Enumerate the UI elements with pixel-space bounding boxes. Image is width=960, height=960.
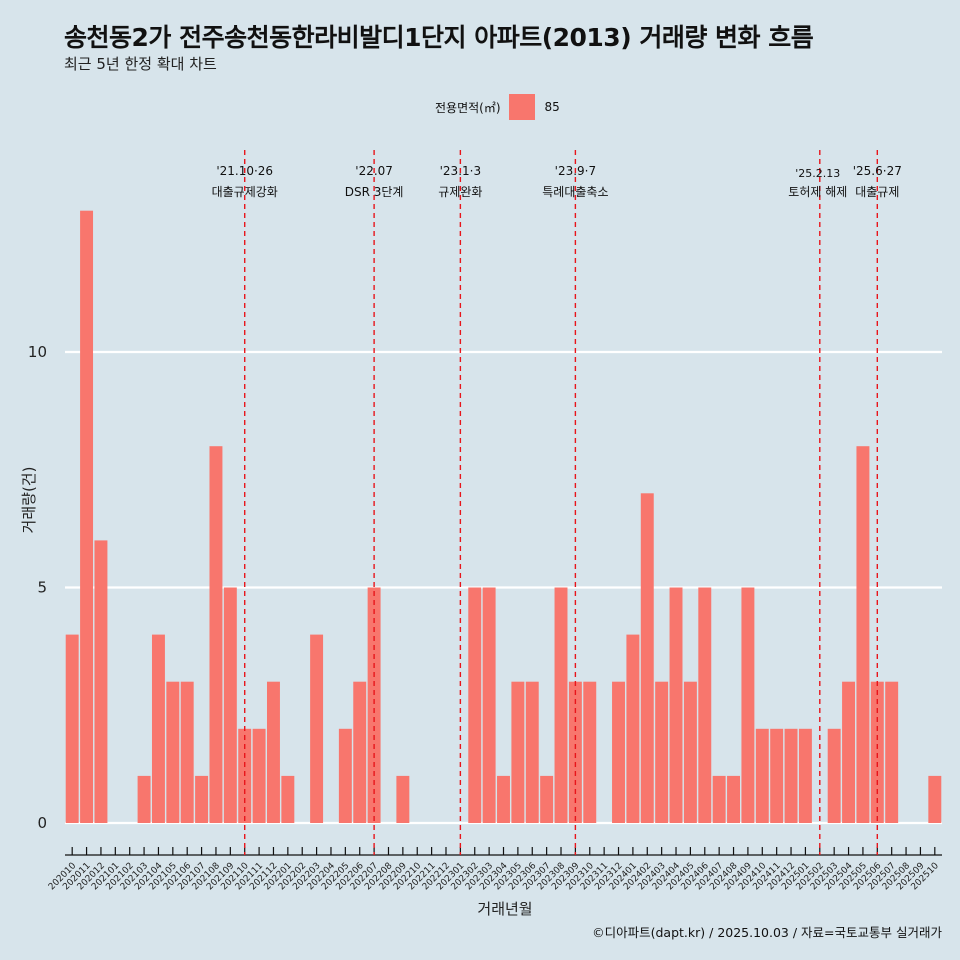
- bar: [842, 681, 856, 823]
- event-label: 규제완화: [438, 185, 482, 199]
- bar: [396, 775, 410, 823]
- event-label: 토허제 해제: [788, 185, 847, 199]
- y-tick-label: 10: [28, 343, 47, 361]
- bar: [65, 634, 79, 823]
- bar: [612, 681, 625, 823]
- event-label: 대출규제강화: [212, 185, 278, 199]
- bar: [281, 775, 295, 823]
- bar: [683, 681, 697, 823]
- y-axis-title: 거래량(건): [20, 467, 38, 534]
- bar: [669, 587, 683, 823]
- y-tick-label: 0: [37, 814, 47, 832]
- chart-title: 송천동2가 전주송천동한라비발디1단지 아파트(2013) 거래량 변화 흐름: [64, 23, 814, 52]
- bar: [755, 728, 769, 823]
- bar: [928, 775, 942, 823]
- bar: [94, 540, 108, 823]
- bar: [856, 446, 870, 823]
- bar: [870, 681, 884, 823]
- caption: ©디아파트(dapt.kr) / 2025.10.03 / 자료=국토교통부 실…: [592, 925, 942, 940]
- event-label: 특례대출축소: [542, 185, 608, 199]
- bar: [554, 587, 568, 823]
- bar: [151, 634, 165, 823]
- bar: [338, 728, 352, 823]
- event-date: '21.10·26: [216, 164, 273, 178]
- bar: [180, 681, 194, 823]
- event-date: '25.2.13: [795, 167, 840, 180]
- bar: [353, 681, 367, 823]
- bar: [626, 634, 640, 823]
- bar: [195, 775, 209, 823]
- bar: [252, 728, 266, 823]
- bar: [137, 775, 151, 823]
- bar: [367, 587, 381, 823]
- chart-subtitle: 최근 5년 한정 확대 차트: [64, 55, 217, 73]
- bar: [209, 446, 223, 823]
- bar: [266, 681, 280, 823]
- bar: [784, 728, 798, 823]
- event-date: '22.07: [355, 164, 393, 178]
- event-date: '23.9·7: [555, 164, 596, 178]
- bar: [482, 587, 496, 823]
- bar: [885, 681, 899, 823]
- x-axis-title: 거래년월: [477, 900, 532, 918]
- legend-swatch: [508, 94, 535, 120]
- bar: [698, 587, 712, 823]
- bar: [80, 210, 94, 823]
- legend-title: 전용면적(㎡): [435, 100, 501, 115]
- bar: [583, 681, 597, 823]
- event-label: 대출규제: [855, 185, 899, 199]
- event-date: '25.6·27: [853, 164, 902, 178]
- bar: [827, 728, 841, 823]
- bar: [497, 775, 510, 823]
- bar: [540, 775, 554, 823]
- bar: [712, 775, 726, 823]
- bar: [166, 681, 180, 823]
- bar: [798, 728, 812, 823]
- bar: [640, 493, 654, 823]
- y-tick-label: 5: [37, 579, 47, 597]
- bar: [727, 775, 741, 823]
- bar: [511, 681, 525, 823]
- bar: [223, 587, 237, 823]
- bar: [468, 587, 482, 823]
- legend: 전용면적(㎡) 85: [435, 94, 560, 120]
- bar: [770, 728, 784, 823]
- bar: [655, 681, 669, 823]
- legend-label: 85: [544, 100, 560, 114]
- bar: [525, 681, 539, 823]
- event-label: DSR 3단계: [345, 185, 404, 199]
- bar: [310, 634, 324, 823]
- bar: [741, 587, 755, 823]
- bar: [568, 681, 582, 823]
- event-date: '23.1·3: [440, 164, 481, 178]
